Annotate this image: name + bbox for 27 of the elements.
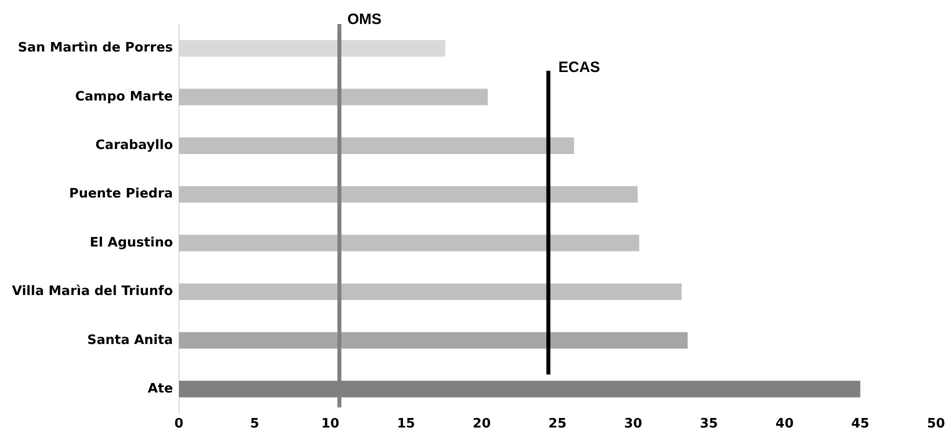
y-tick-label: Campo Marte [75, 89, 174, 104]
bar [178, 283, 682, 300]
y-tick-label: Puente Piedra [69, 186, 173, 202]
x-tick-label: 20 [472, 416, 491, 432]
y-tick-label: Santa Anita [87, 332, 173, 348]
y-tick-label: Ate [148, 381, 174, 396]
ref-line-label: ECAS [558, 58, 600, 76]
bar [178, 186, 638, 203]
x-tick-label: 10 [321, 416, 340, 432]
x-tick-label: 0 [174, 416, 184, 432]
y-tick-label: El Agustino [90, 235, 173, 250]
x-tick-label: 15 [396, 416, 416, 432]
x-tick-label: 50 [926, 416, 946, 432]
y-tick-label: San Martìn de Porres [18, 40, 174, 56]
x-tick-label: 45 [851, 416, 870, 432]
bar [178, 88, 488, 106]
x-tick-label: 25 [548, 416, 566, 432]
bar [178, 332, 688, 349]
bar [178, 137, 574, 154]
x-tick-label: 40 [776, 416, 794, 432]
y-tick-label: Carabayllo [95, 138, 173, 154]
x-tick-label: 5 [250, 416, 260, 432]
x-tick-label: 30 [624, 416, 642, 432]
y-tick-label: Villa Marìa del Triunfo [12, 284, 173, 300]
bar [178, 234, 640, 252]
x-tick-label: 35 [700, 416, 718, 432]
ref-line-label: OMS [347, 11, 382, 28]
